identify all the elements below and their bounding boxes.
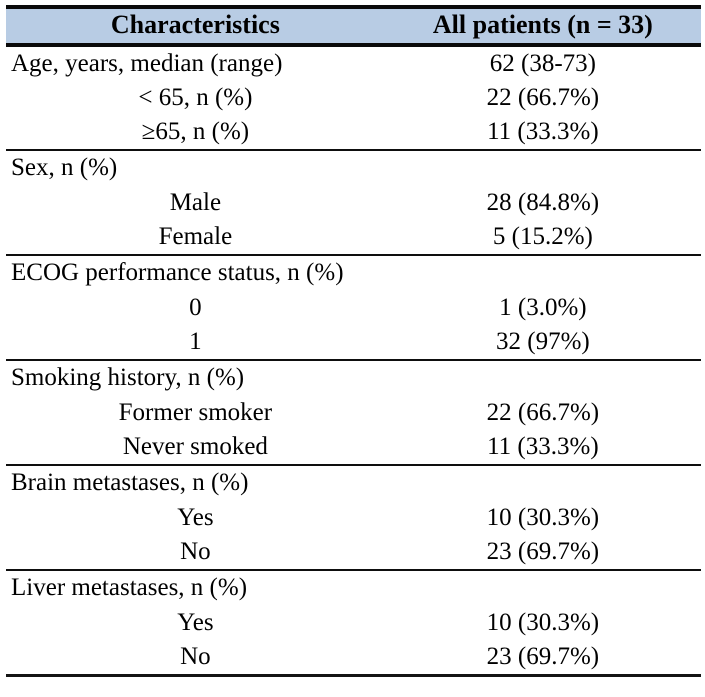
row-value: 10 (30.3%) xyxy=(486,608,600,636)
row-label: Former smoker xyxy=(118,398,273,426)
table-row: Yes 10 (30.3%) xyxy=(6,605,701,640)
row-label: 0 xyxy=(189,293,202,321)
row-label: Never smoked xyxy=(122,433,268,460)
row-label: No xyxy=(180,642,211,670)
header-cell-all-patients: All patients (n = 33) xyxy=(384,7,701,47)
row-value: 23 (69.7%) xyxy=(486,642,600,670)
table-row: Brain metastases, n (%) xyxy=(6,464,701,500)
row-value: 22 (66.7%) xyxy=(486,398,600,426)
table-row: < 65, n (%) 22 (66.7%) xyxy=(6,80,701,115)
table-body: Age, years, median (range) 62 (38-73) < … xyxy=(6,45,701,675)
row-label: Smoking history, n (%) xyxy=(6,359,385,395)
row-value xyxy=(384,359,701,395)
table-row: ≥65, n (%) 11 (33.3%) xyxy=(6,115,701,150)
table-header: Characteristics All patients (n = 33) xyxy=(6,7,701,47)
row-label: Yes xyxy=(177,503,214,531)
row-value xyxy=(384,254,701,290)
row-value: 62 (38-73) xyxy=(489,49,596,77)
row-value xyxy=(384,149,701,185)
row-value: 32 (97%) xyxy=(496,328,590,355)
row-label: Male xyxy=(169,188,222,216)
table-row: Former smoker 22 (66.7%) xyxy=(6,395,701,430)
row-value: 1 (3.0%) xyxy=(499,293,587,321)
row-label: Brain metastases, n (%) xyxy=(6,464,385,500)
table-row: Sex, n (%) xyxy=(6,149,701,185)
row-value: 22 (66.7%) xyxy=(486,83,600,111)
table-row: No 23 (69.7%) xyxy=(6,535,701,570)
patient-characteristics-table-container: Characteristics All patients (n = 33) Ag… xyxy=(6,5,701,677)
table-row: Smoking history, n (%) xyxy=(6,359,701,395)
row-label: No xyxy=(180,538,211,565)
row-label: 1 xyxy=(189,328,202,355)
row-label: Sex, n (%) xyxy=(6,149,385,185)
row-value xyxy=(384,464,701,500)
row-label: ECOG performance status, n (%) xyxy=(6,254,385,290)
row-label: Yes xyxy=(177,608,214,636)
table-row: Liver metastases, n (%) xyxy=(6,569,701,605)
row-label: ≥65, n (%) xyxy=(141,118,250,145)
table-row: 1 32 (97%) xyxy=(6,325,701,360)
row-value: 28 (84.8%) xyxy=(486,188,600,216)
row-value: 11 (33.3%) xyxy=(487,118,599,145)
row-value: 10 (30.3%) xyxy=(486,503,600,531)
row-label: Liver metastases, n (%) xyxy=(6,569,385,605)
table-row: No 23 (69.7%) xyxy=(6,640,701,675)
row-value: 11 (33.3%) xyxy=(487,433,599,460)
table-row: Yes 10 (30.3%) xyxy=(6,500,701,535)
table-row: 0 1 (3.0%) xyxy=(6,290,701,325)
row-value: 23 (69.7%) xyxy=(486,538,600,565)
header-cell-characteristics: Characteristics xyxy=(6,7,385,47)
table-row: Male 28 (84.8%) xyxy=(6,185,701,220)
row-label: Female xyxy=(158,223,233,250)
table-row: ECOG performance status, n (%) xyxy=(6,254,701,290)
patient-characteristics-table: Characteristics All patients (n = 33) Ag… xyxy=(6,5,701,677)
row-label: < 65, n (%) xyxy=(138,83,253,111)
table-row: Age, years, median (range) 62 (38-73) xyxy=(6,45,701,80)
row-value: 5 (15.2%) xyxy=(492,223,593,250)
row-label: Age, years, median (range) xyxy=(11,49,283,77)
table-row: Never smoked 11 (33.3%) xyxy=(6,430,701,465)
table-header-row: Characteristics All patients (n = 33) xyxy=(6,7,701,47)
table-row: Female 5 (15.2%) xyxy=(6,220,701,255)
row-value xyxy=(384,569,701,605)
